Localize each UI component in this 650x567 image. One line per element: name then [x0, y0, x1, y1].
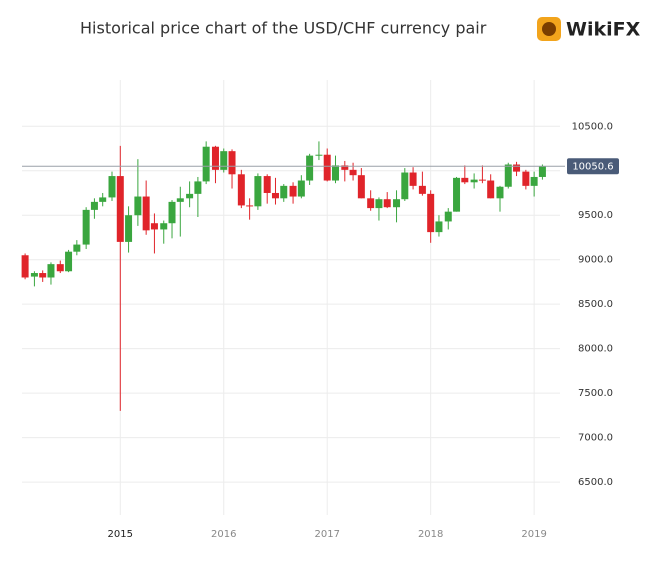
candle-body: [538, 166, 546, 177]
x-tick-label: 2016: [211, 529, 236, 540]
candle-body: [418, 185, 426, 194]
candle-body: [47, 264, 55, 278]
candle-body: [393, 199, 401, 208]
x-tick-label: 2018: [418, 529, 443, 540]
candle-body: [331, 165, 339, 181]
candle-body: [186, 193, 194, 199]
price-label: 10050.6: [572, 162, 613, 173]
candles: [21, 141, 546, 411]
y-tick-label: 9000.0: [578, 255, 613, 266]
y-tick-label: 7000.0: [578, 433, 613, 444]
candle-body: [160, 223, 168, 230]
x-tick-label: 2019: [521, 529, 546, 540]
x-tick-label: 2017: [314, 529, 339, 540]
candle-body: [271, 192, 279, 199]
candle-body: [470, 179, 478, 183]
candle-body: [220, 151, 228, 170]
candle-body: [246, 205, 254, 207]
y-tick-label: 8000.0: [578, 344, 613, 355]
candle-body: [444, 211, 452, 222]
candle-body: [478, 179, 486, 181]
candle-body: [461, 177, 469, 183]
y-tick-label: 6500.0: [578, 477, 613, 488]
candle-body: [341, 165, 349, 170]
candle-body: [383, 199, 391, 208]
chart-title: Historical price chart of the USD/CHF cu…: [80, 19, 487, 38]
candle-body: [237, 174, 245, 206]
candle-body: [142, 196, 150, 231]
candle-body: [522, 171, 530, 186]
candle-body: [254, 176, 262, 207]
candle-body: [202, 146, 210, 182]
candle-body: [315, 154, 323, 156]
candle-body: [496, 186, 504, 199]
candle-body: [349, 169, 357, 176]
candle-body: [134, 196, 142, 216]
candle-body: [427, 193, 435, 233]
grid: [22, 80, 560, 515]
candle-body: [21, 255, 29, 278]
candle-body: [280, 185, 288, 199]
y-tick-label: 10500.0: [572, 121, 613, 132]
candle-body: [176, 198, 184, 202]
candle-body: [194, 181, 202, 194]
candle-body: [487, 180, 495, 199]
y-tick-label: 8500.0: [578, 299, 613, 310]
candle-body: [289, 185, 297, 197]
candle-body: [150, 223, 158, 230]
candle-body: [401, 172, 409, 200]
candle-body: [65, 251, 73, 272]
candle-body: [116, 176, 124, 242]
x-tick-label: 2015: [108, 529, 133, 540]
candle-body: [99, 197, 107, 202]
candle-body: [357, 175, 365, 199]
y-tick-label: 9500.0: [578, 210, 613, 221]
price-label-box: [567, 158, 619, 175]
candle-body: [228, 151, 236, 175]
candle-body: [82, 209, 90, 245]
candle-body: [306, 155, 314, 181]
candle-body: [168, 201, 176, 224]
candle-body: [90, 201, 98, 210]
candle-body: [367, 198, 375, 209]
y-tick-label: 7500.0: [578, 388, 613, 399]
candle-body: [125, 215, 133, 242]
candle-body: [297, 180, 305, 197]
logo-icon-mark: [542, 22, 556, 36]
candle-body: [108, 176, 116, 198]
candle-body: [530, 176, 538, 186]
candle-body: [56, 264, 64, 272]
candle-body: [409, 172, 417, 186]
candle-body: [504, 164, 512, 187]
candle-body: [513, 164, 521, 172]
candle-body: [453, 177, 461, 212]
candle-body: [73, 244, 81, 252]
candle-body: [435, 221, 443, 233]
candle-body: [30, 273, 38, 277]
candle-body: [211, 146, 219, 170]
candle-body: [39, 273, 47, 278]
candle-body: [323, 154, 331, 181]
logo: WikiFX: [537, 17, 641, 41]
candle-body: [263, 176, 271, 193]
candle-body: [375, 199, 383, 209]
brand-name: WikiFX: [566, 19, 641, 41]
